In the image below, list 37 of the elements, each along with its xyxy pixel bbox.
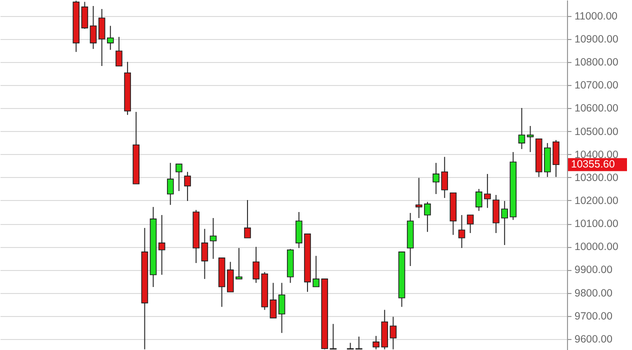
candlestick	[210, 218, 217, 260]
candlestick	[176, 164, 182, 192]
candlestick	[278, 282, 286, 334]
candlestick	[166, 162, 174, 206]
y-tick-label: 10300.00	[574, 172, 618, 184]
candlestick	[270, 282, 277, 318]
candlestick	[184, 171, 191, 202]
candlestick	[107, 25, 114, 50]
y-tick-label: 11000.00	[574, 10, 618, 22]
candlestick	[244, 200, 251, 238]
y-tick-label: 10700.00	[574, 80, 618, 92]
y-tick-label: 10400.00	[574, 148, 618, 161]
candlestick	[158, 214, 166, 276]
candlestick	[116, 36, 122, 66]
candlestick	[526, 125, 534, 153]
candlestick	[98, 8, 106, 66]
y-tick-label: 9700.00	[574, 310, 613, 322]
candlestick	[90, 6, 97, 50]
y-tick-label: 10200.00	[574, 194, 618, 207]
y-tick-label: 10800.00	[574, 56, 618, 69]
y-tick-label: 10000.00	[574, 241, 618, 254]
candlestick	[466, 214, 474, 234]
y-tick-label: 9900.00	[574, 264, 613, 276]
candlestick	[390, 316, 397, 350]
y-tick-label: 9800.00	[574, 287, 613, 300]
y-tick-label: 10900.00	[574, 33, 618, 46]
candlestick	[356, 336, 362, 350]
candlestick	[201, 228, 208, 280]
text: 10355.60	[571, 158, 615, 171]
y-tick-label: 10600.00	[574, 102, 618, 115]
y-tick-label: 9600.00	[574, 333, 613, 346]
candlestick	[518, 107, 526, 150]
candlestick	[81, 1, 88, 30]
candlestick	[458, 214, 466, 249]
candlestick	[330, 323, 337, 350]
y-tick-label: 10100.00	[574, 218, 618, 230]
y-tick-label: 10500.00	[574, 126, 618, 138]
